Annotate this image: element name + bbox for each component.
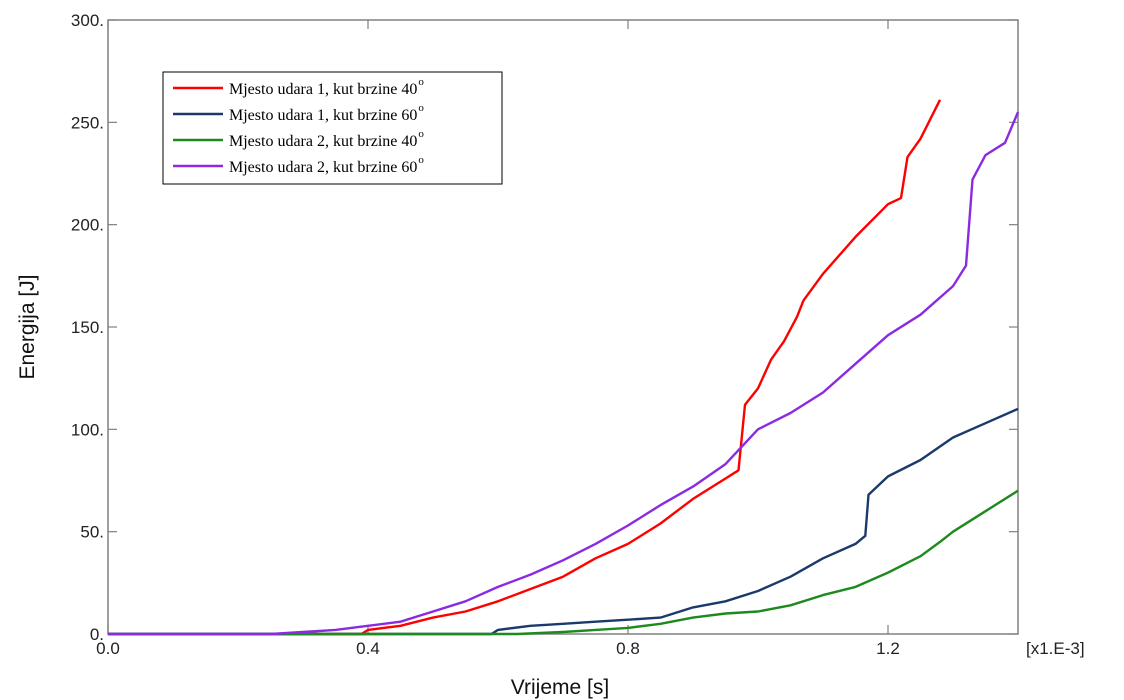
legend-label: Mjesto udara 2, kut brzine 40 bbox=[229, 133, 417, 150]
y-tick-label: 200. bbox=[71, 216, 104, 235]
legend-degree-mark: o bbox=[418, 102, 424, 114]
x-tick-label: 0.4 bbox=[356, 639, 380, 658]
legend-degree-mark: o bbox=[418, 76, 424, 88]
legend-degree-mark: o bbox=[418, 128, 424, 140]
x-tick-label: 1.2 bbox=[876, 639, 900, 658]
axis-ticks: 0.0 0.4 0.8 1.2 0. 50. 100. 150. 200. 250. 300. bbox=[71, 11, 1018, 658]
legend-degree-mark: o bbox=[418, 154, 424, 166]
x-tick-label: 0.8 bbox=[616, 639, 640, 658]
y-tick-label: 100. bbox=[71, 420, 104, 439]
y-tick-label: 300. bbox=[71, 11, 104, 30]
x-tick-label: 0.0 bbox=[96, 639, 120, 658]
legend-label: Mjesto udara 1, kut brzine 60 bbox=[229, 107, 417, 124]
legend-label: Mjesto udara 1, kut brzine 40 bbox=[229, 81, 417, 98]
legend-label: Mjesto udara 2, kut brzine 60 bbox=[229, 159, 417, 176]
series-line-1 bbox=[108, 99, 942, 636]
series-line-4 bbox=[108, 111, 1020, 636]
x-multiplier-label: [x1.E-3] bbox=[1026, 639, 1085, 658]
x-axis-title: Vrijeme [s] bbox=[511, 676, 609, 699]
series-lines bbox=[108, 99, 1020, 636]
series-line-3 bbox=[108, 489, 1019, 636]
y-axis-title: Energija [J] bbox=[16, 274, 39, 379]
y-tick-label: 50. bbox=[80, 523, 104, 542]
y-tick-label: 0. bbox=[90, 625, 104, 644]
series-line-2 bbox=[108, 407, 1019, 636]
y-tick-label: 250. bbox=[71, 113, 104, 132]
y-tick-label: 150. bbox=[71, 318, 104, 337]
